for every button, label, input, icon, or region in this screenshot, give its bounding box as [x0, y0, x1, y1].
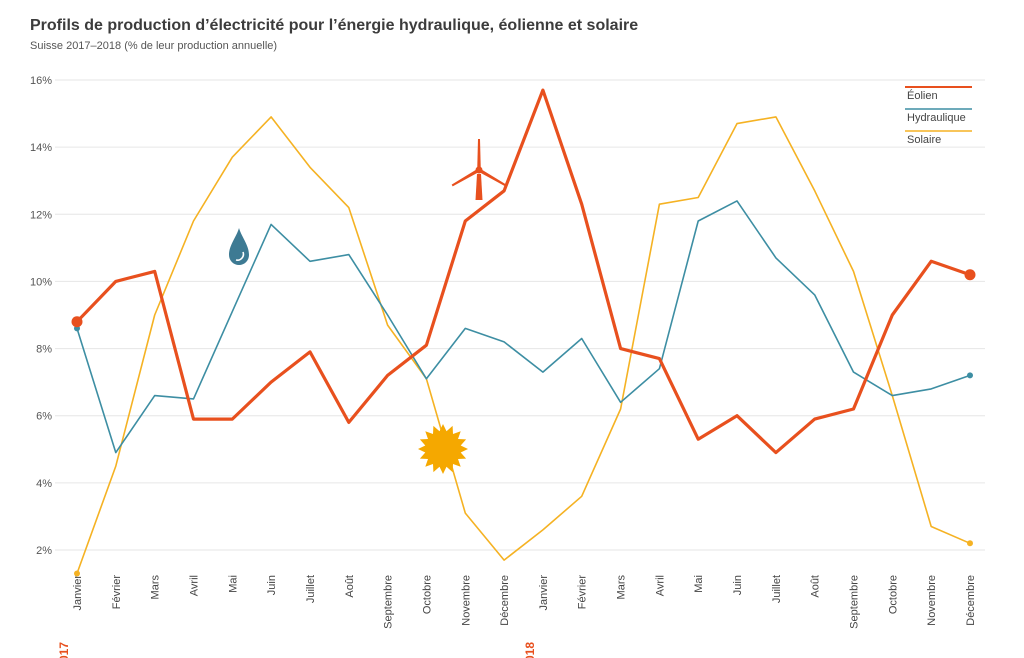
series-line-2: [76, 116, 971, 575]
x-tick-label: Février: [111, 575, 123, 610]
series-line-1: [76, 200, 971, 454]
year-label: 2017: [57, 642, 71, 658]
x-tick-label: Janvier: [72, 575, 84, 611]
y-tick-label: 2%: [36, 545, 52, 557]
series-endpoint: [967, 540, 973, 547]
x-tick-label: Août: [344, 575, 356, 598]
y-tick-label: 12%: [30, 209, 52, 221]
series-endpoint: [71, 316, 83, 328]
x-tick-label: Mars: [150, 575, 162, 600]
series-line-0: [75, 88, 972, 455]
x-tick-label: Juin: [266, 575, 278, 595]
x-tick-label: Septembre: [849, 575, 861, 629]
x-tick-label: Mai: [693, 575, 705, 593]
water-drop-icon: [229, 228, 249, 265]
legend-label: Éolien: [907, 89, 938, 102]
y-tick-label: 8%: [36, 344, 52, 356]
legend: Éolien Hydraulique Solaire: [905, 86, 972, 146]
y-tick-label: 6%: [36, 411, 52, 423]
y-tick-label: 4%: [36, 478, 52, 490]
y-tick-label: 14%: [30, 142, 52, 154]
year-label: 2018: [523, 642, 537, 658]
x-tick-label: Janvier: [538, 575, 550, 611]
chart-title: Profils de production d’électricité pour…: [30, 17, 639, 34]
chart-subtitle: Suisse 2017–2018 (% de leur production a…: [30, 40, 278, 52]
series-endpoint: [74, 570, 80, 577]
series-endpoint: [967, 372, 973, 379]
x-tick-label: Décembre: [965, 575, 977, 626]
x-tick-label: Septembre: [383, 575, 395, 629]
x-tick-label: Avril: [188, 575, 200, 596]
wind-turbine-icon: [451, 139, 507, 200]
x-tick-label: Mai: [227, 575, 239, 593]
x-tick-label: Mars: [616, 575, 628, 600]
x-tick-label: Novembre: [460, 575, 472, 626]
legend-label: Solaire: [907, 134, 941, 146]
x-tick-label: Août: [810, 575, 822, 598]
x-tick-label: Novembre: [926, 575, 938, 626]
legend-label: Hydraulique: [907, 112, 966, 124]
x-tick-label: Octobre: [421, 575, 433, 614]
x-tick-label: Juillet: [771, 575, 783, 603]
series-endpoint: [964, 269, 976, 281]
y-tick-label: 16%: [30, 75, 52, 87]
x-tick-label: Juillet: [305, 575, 317, 603]
sun-icon: [418, 424, 468, 474]
y-tick-label: 10%: [30, 276, 52, 288]
x-tick-label: Février: [577, 575, 589, 610]
x-tick-label: Octobre: [887, 575, 899, 614]
x-tick-label: Juin: [732, 575, 744, 595]
x-tick-label: Décembre: [499, 575, 511, 626]
x-tick-label: Avril: [654, 575, 666, 596]
